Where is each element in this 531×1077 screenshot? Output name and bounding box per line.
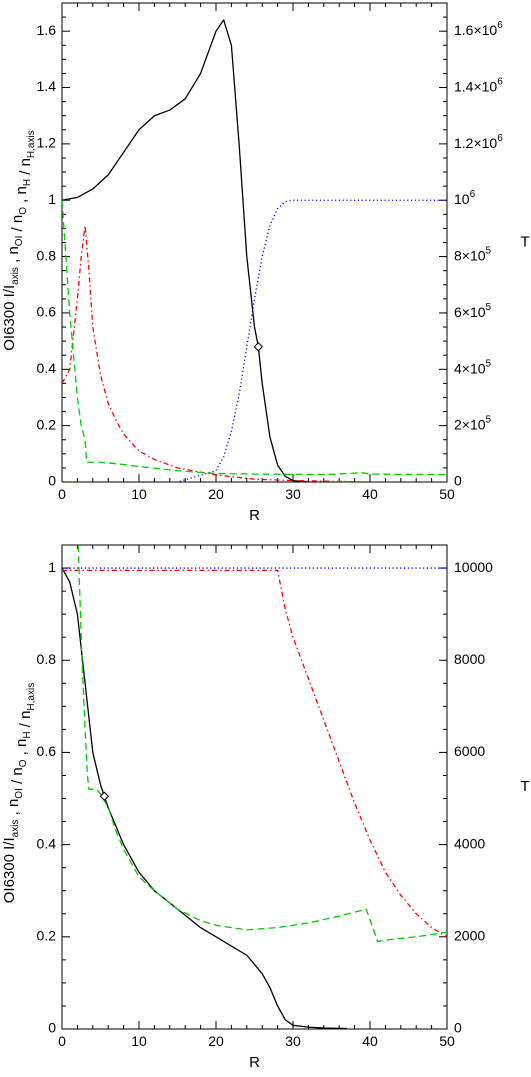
x-tick-label: 10 [131,486,147,502]
y-tick-label-right: 106 [454,189,476,207]
y-tick-label-right: 10000 [454,559,493,575]
series-line-dotted [62,199,447,482]
y-tick-label-left: 1.4 [37,78,57,94]
y-tick-label-right: 4×105 [454,358,492,376]
y-tick-label-right: 0 [454,473,462,489]
y-tick-label-right: 8×105 [454,245,492,263]
y-tick-label-left: 1.6 [37,22,57,38]
x-tick-label: 20 [208,1033,224,1049]
x-tick-label: 10 [131,1033,147,1049]
y-tick-label-right: 2000 [454,928,485,944]
series-line-solid [62,567,347,1029]
y-tick-label-left: 0 [48,1020,56,1036]
y-tick-label-right: 8000 [454,651,485,667]
x-tick-label: 20 [208,486,224,502]
x-tick-label: 50 [439,1033,455,1049]
chart-panel-2: 0 10 20 30 40 5000.20.40.60.81020004000600080… [1,544,530,1071]
x-tick-label: 0 [58,486,66,502]
y-tick-label-left: 0.6 [37,304,57,320]
x-tick-label: 50 [439,486,455,502]
series-line-dashdot [62,224,371,482]
x-tick-label: 0 [58,1033,66,1049]
y-tick-label-right: 1.2×106 [454,133,503,151]
y-tick-label-left: 0.2 [37,928,57,944]
y-tick-label-left: 0.6 [37,743,57,759]
y-tick-label-right: 4000 [454,835,485,851]
y-tick-label-left: 0.8 [37,247,57,263]
series-line-dashed [77,545,447,943]
y-tick-label-left: 1 [48,559,56,575]
y-tick-label-left: 0.8 [37,651,57,667]
y-tick-label-right: 6000 [454,743,485,759]
y-tick-label-right: 1.4×106 [454,76,503,94]
x-tick-label: 40 [362,486,378,502]
y-tick-label-left: 1 [48,191,56,207]
y-tick-label-right: 1.6×106 [454,20,503,38]
series-line-dashed [62,200,447,476]
y-tick-label-right: 2×105 [454,414,492,432]
marker-point [253,342,264,352]
y-axis-label-left: OI6300 I/Iaxis , nOI / nO , nH / nH,axis [1,683,37,903]
x-axis-label: R [249,1054,260,1071]
y-tick-label-right: 0 [454,1020,462,1036]
x-axis-label: R [249,507,260,524]
plot-frame [61,2,448,483]
y-axis-label-right: T [520,233,529,250]
y-tick-label-left: 0 [48,473,56,489]
chart-panel-1: 0 10 20 30 40 5000.20.40.60.811.21.41.602×105… [1,2,530,524]
series-line-solid [62,19,309,482]
series-line-dashdot [62,569,447,938]
x-tick-label: 30 [285,486,301,502]
y-tick-label-right: 6×105 [454,302,492,320]
y-axis-label-left: OI6300 I/Iaxis , nOI / nO , nH / nH,axis [1,130,37,350]
y-tick-label-left: 0.4 [37,835,57,851]
x-tick-label: 30 [285,1033,301,1049]
x-tick-label: 40 [362,1033,378,1049]
y-tick-label-left: 0.4 [37,360,57,376]
y-tick-label-left: 1.2 [37,135,57,151]
y-tick-label-left: 0.2 [37,416,57,432]
plot-frame [61,544,448,1030]
y-axis-label-right: T [520,778,529,795]
marker-point [99,791,110,801]
